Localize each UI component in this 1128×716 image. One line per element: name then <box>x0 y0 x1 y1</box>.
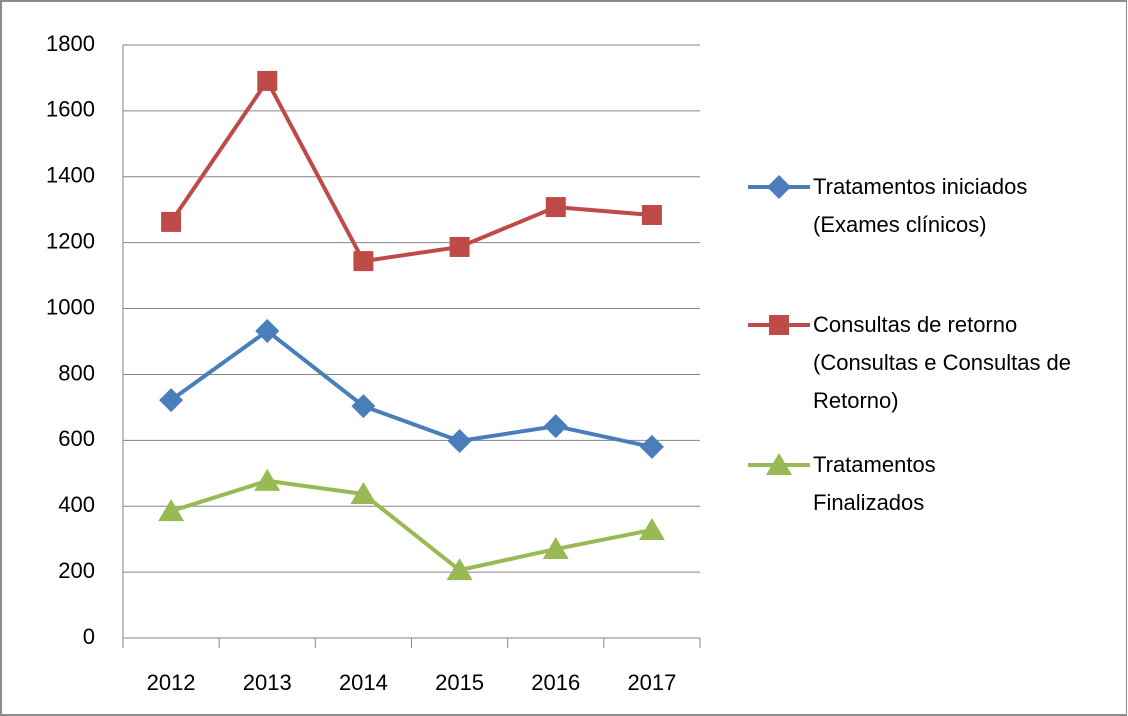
legend-marker <box>769 315 789 335</box>
data-point <box>641 204 662 225</box>
data-point <box>543 414 568 439</box>
data-point <box>255 318 280 343</box>
data-point <box>351 394 376 419</box>
y-tick-label: 0 <box>83 624 95 649</box>
x-tick-label: 2016 <box>531 670 580 695</box>
legend-marker <box>766 453 792 475</box>
data-point <box>545 197 566 218</box>
data-point <box>257 70 278 91</box>
data-point <box>447 428 472 453</box>
legend-label: Tratamentos iniciados (Exames clínicos) <box>813 174 1028 237</box>
x-tick-label: 2013 <box>243 670 292 695</box>
series-line <box>170 478 653 573</box>
data-point <box>449 236 470 257</box>
x-tick-label: 2014 <box>339 670 388 695</box>
x-tick-label: 2012 <box>147 670 196 695</box>
y-tick-label: 1600 <box>46 97 95 122</box>
legend-label: Tratamentos Finalizados <box>813 452 936 515</box>
y-tick-label: 200 <box>58 558 95 583</box>
y-tick-label: 1800 <box>46 31 95 56</box>
y-tick-label: 1000 <box>46 294 95 319</box>
y-tick-label: 800 <box>58 360 95 385</box>
y-tick-label: 600 <box>58 426 95 451</box>
legend-marker <box>767 175 791 199</box>
y-tick-label: 1200 <box>46 228 95 253</box>
data-point <box>638 517 665 540</box>
y-tick-label: 1400 <box>46 163 95 188</box>
data-point <box>446 558 473 581</box>
data-point <box>161 211 182 232</box>
data-point <box>254 468 281 491</box>
data-point <box>542 537 569 560</box>
series-line <box>169 328 653 449</box>
x-tick-label: 2015 <box>435 670 484 695</box>
data-point <box>639 434 664 459</box>
data-point <box>159 388 184 413</box>
y-tick-label: 400 <box>58 492 95 517</box>
legend-label: Consultas de retorno (Consultas e Consul… <box>813 312 1072 413</box>
data-point <box>353 251 374 272</box>
x-tick-label: 2017 <box>627 670 676 695</box>
series-line <box>169 78 653 264</box>
data-point <box>350 482 377 505</box>
data-point <box>158 499 185 522</box>
